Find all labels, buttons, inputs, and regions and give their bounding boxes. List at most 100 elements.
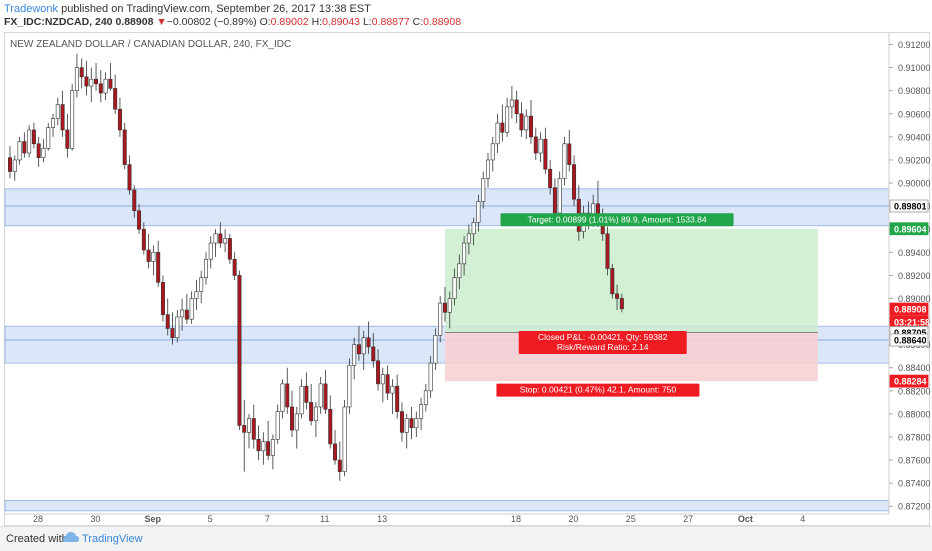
candle-up xyxy=(495,122,500,145)
candle-up xyxy=(313,406,318,422)
candle-down xyxy=(285,383,290,408)
candle-up xyxy=(70,90,75,149)
candle-down xyxy=(141,228,146,251)
candle-down xyxy=(132,189,137,212)
candle-down xyxy=(137,210,142,230)
open-value: 0.89002 xyxy=(270,16,309,28)
high-value: 0.89043 xyxy=(322,16,361,28)
y-tick-label: 0.91000 xyxy=(898,63,931,73)
y-tick-label: 0.89000 xyxy=(898,294,931,304)
candle-up xyxy=(438,302,443,336)
y-tick-label: 0.90000 xyxy=(898,179,931,189)
candle-down xyxy=(409,418,414,429)
y-tick-label: 0.88200 xyxy=(898,386,931,396)
candle-up xyxy=(189,298,194,320)
candle-down xyxy=(98,83,103,94)
candle-down xyxy=(615,293,620,299)
candle-down xyxy=(251,418,256,440)
y-tick-label: 0.88400 xyxy=(898,363,931,373)
candle-up xyxy=(562,143,567,179)
symbol: FX_IDC:NZDCAD, 240 xyxy=(4,16,113,28)
price-label: 0.88705 xyxy=(894,328,927,338)
x-tick-label: 28 xyxy=(33,514,43,524)
candle-down xyxy=(500,122,505,133)
candle-up xyxy=(247,418,252,433)
candle-down xyxy=(548,168,553,188)
candle-up xyxy=(318,383,323,408)
price-label: 0.89801 xyxy=(894,202,927,212)
y-tick-label: 0.90600 xyxy=(898,109,931,119)
candle-down xyxy=(323,383,328,410)
candle-down xyxy=(543,138,548,170)
candle-up xyxy=(447,298,452,313)
candle-down xyxy=(117,108,122,131)
candle-up xyxy=(294,413,299,431)
candle-down xyxy=(529,115,534,138)
candle-up xyxy=(275,411,280,440)
y-tick-label: 0.90200 xyxy=(898,155,931,165)
candle-up xyxy=(462,242,467,265)
price-label: 0.89604 xyxy=(894,224,927,234)
price-label: 0.88908 xyxy=(894,305,927,315)
candlestick-chart[interactable]: NEW ZEALAND DOLLAR / CANADIAN DOLLAR, 24… xyxy=(0,0,932,526)
candle-up xyxy=(151,252,156,262)
candle-up xyxy=(213,233,218,244)
zone-0 xyxy=(4,188,890,227)
zone-2 xyxy=(4,500,890,512)
y-tick-label: 0.87200 xyxy=(898,502,931,512)
candle-down xyxy=(605,233,610,269)
y-tick-label: 0.87400 xyxy=(898,479,931,489)
candle-down xyxy=(619,298,624,310)
stop-label-box xyxy=(496,383,700,397)
candle-up xyxy=(538,138,543,154)
candle-down xyxy=(514,99,519,115)
candle-down xyxy=(385,374,390,394)
candle-up xyxy=(428,362,433,392)
symbol-bar: FX_IDC:NZDCAD, 240 0.88908 ▼−0.00802 (−0… xyxy=(4,16,461,28)
high-label: H: xyxy=(311,16,323,28)
open-label: O: xyxy=(259,16,271,28)
candle-down xyxy=(84,76,89,87)
candle-up xyxy=(509,99,514,108)
candle-down xyxy=(170,328,175,339)
author-link[interactable]: Tradewonk xyxy=(4,3,59,15)
candle-up xyxy=(41,148,46,158)
candle-down xyxy=(328,408,333,445)
candle-up xyxy=(74,67,79,92)
candle-up xyxy=(481,178,486,202)
candle-down xyxy=(552,187,557,214)
candle-down xyxy=(79,67,84,78)
candle-down xyxy=(218,233,223,244)
candle-up xyxy=(404,418,409,433)
candle-down xyxy=(266,441,271,456)
tradingview-link[interactable]: TradingView xyxy=(82,533,143,545)
y-tick-label: 0.90400 xyxy=(898,132,931,142)
candle-down xyxy=(227,238,232,260)
x-tick-label: 30 xyxy=(90,514,100,524)
candle-up xyxy=(17,141,22,161)
candle-up xyxy=(12,159,17,172)
candle-up xyxy=(280,383,285,412)
candle-up xyxy=(175,316,180,339)
x-tick-label: 27 xyxy=(683,514,693,524)
candle-up xyxy=(457,263,462,278)
candle-up xyxy=(342,406,347,472)
arrow-down-icon: ▼ xyxy=(156,16,167,28)
candle-up xyxy=(270,438,275,456)
candle-down xyxy=(337,459,342,472)
close-label: C: xyxy=(412,16,424,28)
created-with-text: Created with xyxy=(6,533,68,545)
candle-up xyxy=(46,127,51,149)
candle-up xyxy=(223,238,228,244)
y-tick-label: 0.87600 xyxy=(898,456,931,466)
price-label-box xyxy=(889,199,929,213)
candle-down xyxy=(256,438,261,452)
y-tick-label: 0.91200 xyxy=(898,40,931,50)
candle-down xyxy=(309,402,314,422)
candle-up xyxy=(299,385,304,415)
y-tick-label: 0.90800 xyxy=(898,86,931,96)
candle-up xyxy=(199,277,204,292)
candle-down xyxy=(146,249,151,262)
candle-up xyxy=(524,115,529,131)
x-tick-label: 7 xyxy=(265,514,270,524)
